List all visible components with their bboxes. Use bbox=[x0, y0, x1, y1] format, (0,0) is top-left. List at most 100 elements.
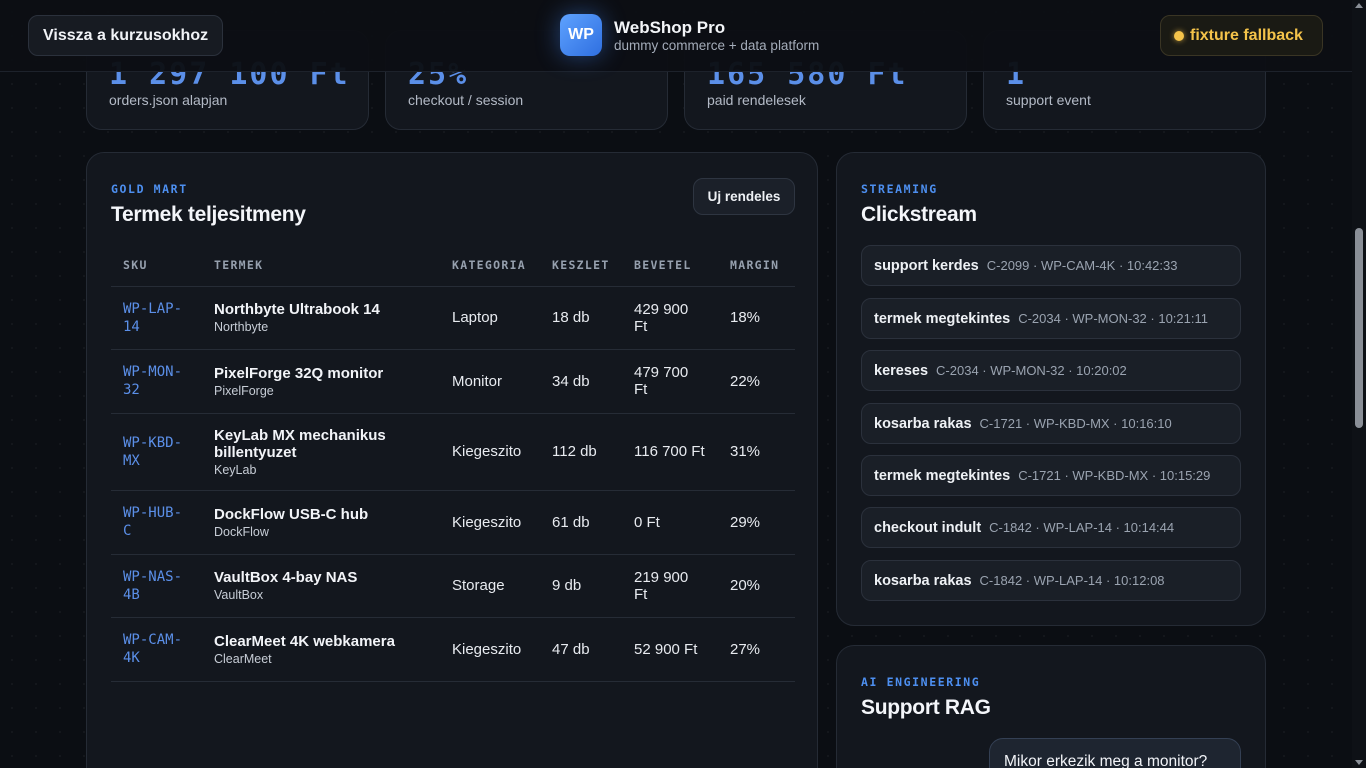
page-scrollbar[interactable] bbox=[1352, 0, 1366, 768]
revenue-cell: 219 900 Ft bbox=[634, 568, 689, 603]
table-row[interactable]: WP-KBD-MX KeyLab MX mechanikus billentyu… bbox=[111, 413, 795, 491]
column-header-revenue: BEVETEL bbox=[622, 245, 718, 287]
sku-cell: WP-MON-32 bbox=[123, 364, 183, 398]
event-meta: C-1721 · WP-KBD-MX · 10:16:10 bbox=[979, 416, 1172, 431]
category-cell: Laptop bbox=[440, 286, 540, 350]
category-cell: Kiegeszito bbox=[440, 617, 540, 682]
revenue-cell: 116 700 Ft bbox=[634, 443, 705, 460]
event-type: termek megtekintes C-2034 · WP-MON-32 · 1… bbox=[874, 311, 1208, 327]
clickstream-event: kosarba rakas C-1721 · WP-KBD-MX · 10:16:… bbox=[861, 403, 1241, 444]
event-type: kosarba rakas C-1842 · WP-LAP-14 · 10:12:… bbox=[874, 573, 1165, 589]
revenue-cell: 429 900 Ft bbox=[634, 300, 689, 335]
stock-cell: 47 db bbox=[540, 617, 622, 682]
product-name: Northbyte Ultrabook 14 bbox=[214, 301, 380, 318]
category-cell: Kiegeszito bbox=[440, 490, 540, 555]
category-cell: Monitor bbox=[440, 349, 540, 414]
event-type-label: kereses bbox=[874, 363, 929, 379]
product-name: KeyLab MX mechanikus billentyuzet bbox=[214, 426, 386, 461]
event-meta: C-1842 · WP-LAP-14 · 10:14:44 bbox=[989, 520, 1175, 535]
product-name: ClearMeet 4K webkamera bbox=[214, 632, 395, 650]
product-name: VaultBox 4-bay NAS bbox=[214, 569, 358, 586]
scroll-thumb[interactable] bbox=[1355, 228, 1363, 428]
event-type: termek megtekintes C-1721 · WP-KBD-MX · 1… bbox=[874, 468, 1210, 484]
clickstream-event: kosarba rakas C-1842 · WP-LAP-14 · 10:12:… bbox=[861, 560, 1241, 601]
product-brand: ClearMeet bbox=[214, 651, 272, 666]
clickstream-event: kereses C-2034 · WP-MON-32 · 10:20:02 bbox=[861, 350, 1241, 391]
clickstream-event: support kerdes C-2099 · WP-CAM-4K · 10:42… bbox=[861, 245, 1241, 286]
event-type: support kerdes C-2099 · WP-CAM-4K · 10:42… bbox=[874, 258, 1177, 274]
user-chat-message: Mikor erkezik meg a monitor? bbox=[989, 738, 1241, 768]
category-cell: Storage bbox=[440, 554, 540, 618]
product-brand: VaultBox bbox=[214, 588, 264, 602]
margin-cell: 22% bbox=[718, 349, 795, 414]
product-performance-panel: GOLD MART Termek teljesitmeny Uj rendele… bbox=[86, 152, 818, 768]
margin-cell: 20% bbox=[718, 554, 795, 618]
product-brand: PixelForge bbox=[214, 383, 274, 398]
stat-label: paid rendelesek bbox=[707, 92, 806, 108]
event-meta: C-1721 · WP-KBD-MX · 10:15:29 bbox=[1018, 468, 1211, 483]
stock-cell: 34 db bbox=[540, 349, 622, 414]
event-type: kereses C-2034 · WP-MON-32 · 10:20:02 bbox=[874, 363, 1127, 379]
margin-cell: 18% bbox=[718, 286, 795, 350]
sku-cell: WP-CAM-4K bbox=[123, 632, 183, 666]
event-type-label: termek megtekintes bbox=[874, 468, 1011, 484]
clickstream-panel: STREAMING Clickstream support kerdes C-20… bbox=[836, 152, 1266, 626]
brand-title: WebShop Pro bbox=[614, 18, 726, 37]
panel-title: Support RAG bbox=[861, 696, 991, 719]
event-type-label: kosarba rakas bbox=[874, 573, 972, 589]
product-table: SKU TERMEK KATEGORIA KESZLET BEVETEL MAR… bbox=[111, 245, 795, 682]
panel-eyebrow: AI ENGINEERING bbox=[861, 675, 981, 689]
table-row[interactable]: WP-LAP-14 Northbyte Ultrabook 14 Northbyt… bbox=[111, 286, 795, 350]
panel-eyebrow: GOLD MART bbox=[111, 182, 188, 196]
table-row[interactable]: WP-MON-32 PixelForge 32Q monitor PixelFor… bbox=[111, 349, 795, 414]
event-meta: C-2034 · WP-MON-32 · 10:21:11 bbox=[1018, 311, 1208, 326]
table-row[interactable]: WP-CAM-4K ClearMeet 4K webkamera ClearMee… bbox=[111, 617, 795, 682]
product-brand: Northbyte bbox=[214, 320, 269, 334]
clickstream-event: checkout indult C-1842 · WP-LAP-14 · 10:1… bbox=[861, 507, 1241, 548]
margin-cell: 29% bbox=[718, 490, 795, 555]
back-to-courses-button[interactable]: Vissza a kurzusokhoz bbox=[28, 15, 224, 56]
panel-title: Termek teljesitmeny bbox=[111, 203, 306, 226]
logo-icon: WP bbox=[560, 14, 602, 56]
product-brand: KeyLab bbox=[214, 462, 257, 477]
scroll-up-icon[interactable] bbox=[1355, 3, 1363, 8]
stat-label: checkout / session bbox=[408, 92, 524, 108]
event-type-label: checkout indult bbox=[874, 520, 982, 536]
support-rag-panel: AI ENGINEERING Support RAG Mikor erkezik… bbox=[836, 645, 1266, 768]
table-row[interactable]: WP-NAS-4B VaultBox 4-bay NAS VaultBox Sto… bbox=[111, 554, 795, 618]
table-header-row: SKU TERMEK KATEGORIA KESZLET BEVETEL MAR… bbox=[111, 245, 795, 287]
column-header-sku: SKU bbox=[111, 245, 202, 287]
margin-cell: 27% bbox=[718, 617, 795, 682]
stock-cell-low: 9 db bbox=[540, 554, 622, 618]
stat-label: orders.json alapjan bbox=[109, 92, 228, 108]
product-name: DockFlow USB-C hub bbox=[214, 505, 369, 523]
sku-cell: WP-LAP-14 bbox=[123, 300, 183, 335]
status-label: fixture fallback bbox=[1190, 27, 1303, 44]
scroll-down-icon[interactable] bbox=[1355, 760, 1363, 765]
event-type-label: kosarba rakas bbox=[874, 416, 972, 432]
column-header-stock: KESZLET bbox=[540, 245, 622, 287]
event-meta: C-2034 · WP-MON-32 · 10:20:02 bbox=[936, 363, 1127, 378]
data-source-status-button[interactable]: fixture fallback bbox=[1160, 15, 1323, 56]
margin-cell: 31% bbox=[718, 413, 795, 491]
clickstream-event: termek megtekintes C-2034 · WP-MON-32 · 1… bbox=[861, 298, 1241, 339]
new-order-button[interactable]: Uj rendeles bbox=[693, 178, 795, 215]
event-meta: C-2099 · WP-CAM-4K · 10:42:33 bbox=[986, 258, 1178, 273]
column-header-category: KATEGORIA bbox=[440, 245, 540, 287]
column-header-margin: MARGIN bbox=[718, 245, 795, 287]
revenue-cell: 52 900 Ft bbox=[634, 640, 698, 658]
top-bar: Vissza a kurzusokhoz WP WebShop Pro dumm… bbox=[0, 0, 1352, 72]
revenue-cell: 479 700 Ft bbox=[634, 364, 689, 398]
sku-cell: WP-KBD-MX bbox=[123, 434, 183, 469]
stock-cell: 112 db bbox=[540, 413, 622, 491]
stock-cell: 18 db bbox=[540, 286, 622, 350]
table-row[interactable]: WP-HUB-C DockFlow USB-C hub DockFlow Kieg… bbox=[111, 490, 795, 555]
event-meta: C-1842 · WP-LAP-14 · 10:12:08 bbox=[979, 573, 1165, 588]
revenue-cell: 0 Ft bbox=[634, 513, 660, 531]
column-header-product: TERMEK bbox=[202, 245, 440, 287]
brand-subtitle: dummy commerce + data platform bbox=[614, 38, 820, 53]
product-brand: DockFlow bbox=[214, 524, 269, 539]
panel-title: Clickstream bbox=[861, 203, 977, 226]
panel-eyebrow: STREAMING bbox=[861, 182, 938, 196]
stock-cell: 61 db bbox=[540, 490, 622, 555]
